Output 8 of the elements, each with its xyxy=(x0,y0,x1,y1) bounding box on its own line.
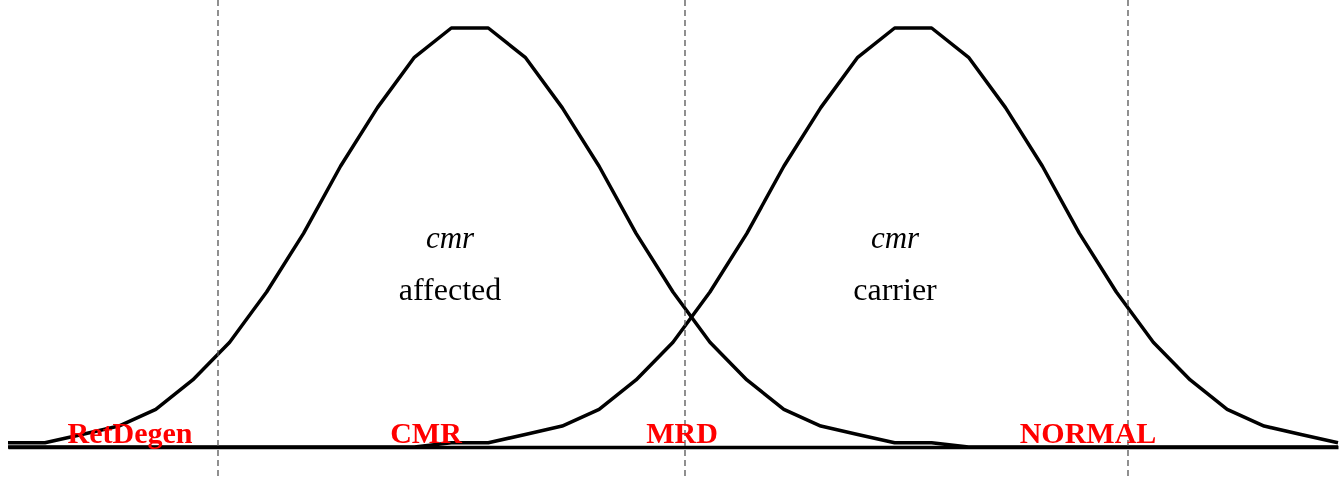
annotation: RetDegen xyxy=(67,416,193,449)
annotation: MRD xyxy=(646,416,718,449)
annotation: carrier xyxy=(853,271,938,307)
annotation: affected xyxy=(398,271,502,307)
annotation: NORMAL xyxy=(1019,416,1157,449)
annotation: cmr xyxy=(870,220,921,255)
annotation: CMR xyxy=(390,416,463,449)
annotation: cmr xyxy=(425,220,476,255)
